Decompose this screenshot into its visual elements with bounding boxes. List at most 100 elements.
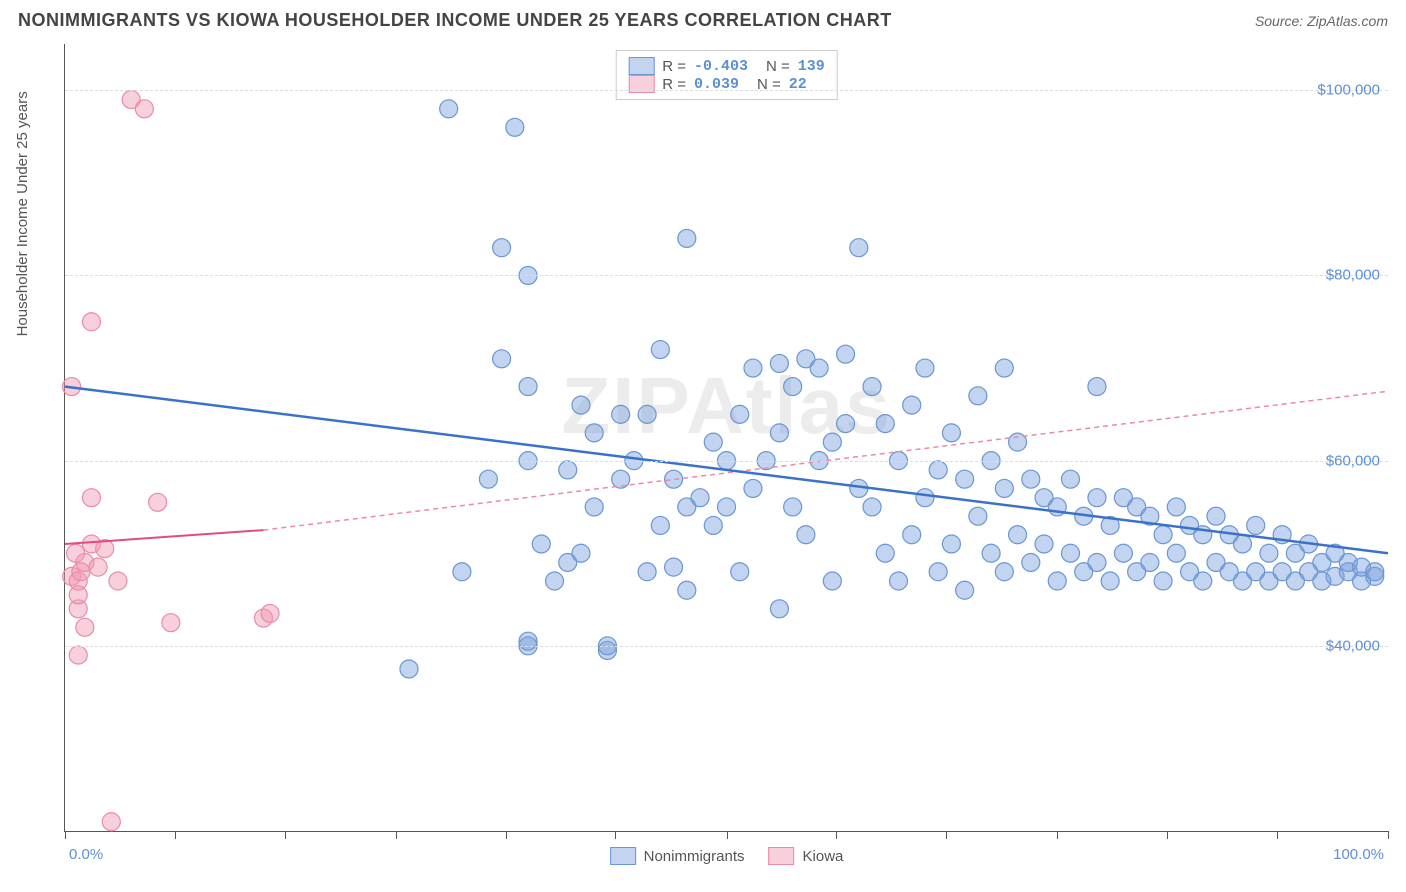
data-point — [731, 405, 749, 423]
y-axis-label: Householder Income Under 25 years — [14, 91, 31, 336]
x-tick — [1388, 831, 1389, 839]
plot-area: ZIPAtlas R = -0.403 N = 139 R = 0.039 N … — [64, 44, 1388, 832]
data-point — [850, 239, 868, 257]
data-point — [903, 396, 921, 414]
data-point — [1035, 535, 1053, 553]
data-point — [956, 470, 974, 488]
data-point — [784, 498, 802, 516]
data-point — [493, 239, 511, 257]
data-point — [82, 489, 100, 507]
data-point — [916, 359, 934, 377]
source-prefix: Source: — [1255, 13, 1307, 29]
data-point — [770, 600, 788, 618]
data-point — [585, 498, 603, 516]
data-point — [519, 632, 537, 650]
x-tick — [506, 831, 507, 839]
data-point — [651, 341, 669, 359]
trend-line — [65, 387, 1388, 554]
data-point — [863, 378, 881, 396]
data-point — [1088, 378, 1106, 396]
data-point — [162, 614, 180, 632]
data-point — [1088, 553, 1106, 571]
x-tick — [1167, 831, 1168, 839]
data-point — [479, 470, 497, 488]
data-point — [969, 387, 987, 405]
data-point — [797, 526, 815, 544]
data-point — [506, 118, 524, 136]
data-point — [1022, 470, 1040, 488]
data-point — [1167, 498, 1185, 516]
y-tick-label: $40,000 — [1326, 637, 1380, 654]
gridline-h — [65, 461, 1388, 462]
data-point — [76, 618, 94, 636]
data-point — [1154, 526, 1172, 544]
data-point — [942, 535, 960, 553]
data-point — [493, 350, 511, 368]
x-tick — [175, 831, 176, 839]
gridline-h — [65, 275, 1388, 276]
data-point — [1141, 553, 1159, 571]
data-point — [876, 544, 894, 562]
data-point — [678, 229, 696, 247]
data-point — [982, 544, 1000, 562]
data-point — [665, 558, 683, 576]
data-point — [638, 405, 656, 423]
x-tick — [946, 831, 947, 839]
data-point — [1114, 544, 1132, 562]
data-point — [1101, 572, 1119, 590]
data-point — [572, 396, 590, 414]
data-point — [440, 100, 458, 118]
source-attribution: Source: ZipAtlas.com — [1255, 13, 1388, 31]
x-tick — [1277, 831, 1278, 839]
data-point — [1061, 544, 1079, 562]
data-point — [1088, 489, 1106, 507]
data-point — [823, 572, 841, 590]
data-point — [823, 433, 841, 451]
data-point — [1048, 572, 1066, 590]
data-point — [1260, 544, 1278, 562]
data-point — [889, 572, 907, 590]
gridline-h — [65, 90, 1388, 91]
data-point — [1247, 516, 1265, 534]
x-tick — [1057, 831, 1058, 839]
swatch-kiowa-bottom — [769, 847, 795, 865]
scatter-svg — [65, 44, 1388, 831]
data-point — [82, 313, 100, 331]
data-point — [261, 604, 279, 622]
data-point — [731, 563, 749, 581]
data-point — [1233, 535, 1251, 553]
x-tick — [65, 831, 66, 839]
data-point — [678, 581, 696, 599]
y-tick-label: $80,000 — [1326, 267, 1380, 284]
data-point — [1022, 553, 1040, 571]
data-point — [718, 498, 736, 516]
x-tick — [615, 831, 616, 839]
data-point — [704, 516, 722, 534]
data-point — [770, 354, 788, 372]
data-point — [1207, 507, 1225, 525]
data-point — [942, 424, 960, 442]
series-name-0: Nonimmigrants — [644, 848, 745, 865]
data-point — [665, 470, 683, 488]
data-point — [995, 359, 1013, 377]
data-point — [704, 433, 722, 451]
data-point — [1167, 544, 1185, 562]
data-point — [929, 461, 947, 479]
x-tick-label-min: 0.0% — [69, 846, 103, 863]
data-point — [559, 461, 577, 479]
data-point — [837, 345, 855, 363]
data-point — [744, 359, 762, 377]
data-point — [638, 563, 656, 581]
series-name-1: Kiowa — [803, 848, 844, 865]
data-point — [837, 415, 855, 433]
data-point — [109, 572, 127, 590]
data-point — [784, 378, 802, 396]
data-point — [969, 507, 987, 525]
series-legend-item-0: Nonimmigrants — [610, 847, 745, 865]
x-tick — [836, 831, 837, 839]
data-point — [903, 526, 921, 544]
data-point — [995, 563, 1013, 581]
x-tick — [396, 831, 397, 839]
series-legend-item-1: Kiowa — [769, 847, 844, 865]
data-point — [956, 581, 974, 599]
